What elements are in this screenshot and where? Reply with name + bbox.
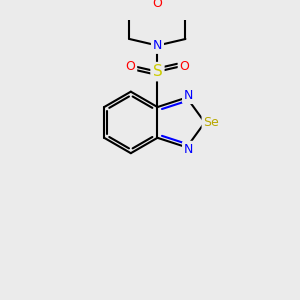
Text: N: N [184,89,193,102]
Text: O: O [125,61,135,74]
Text: N: N [153,39,162,52]
Text: O: O [180,61,189,74]
Text: S: S [153,64,162,79]
Text: N: N [184,143,193,156]
Text: Se: Se [203,116,219,129]
Text: O: O [152,0,162,10]
